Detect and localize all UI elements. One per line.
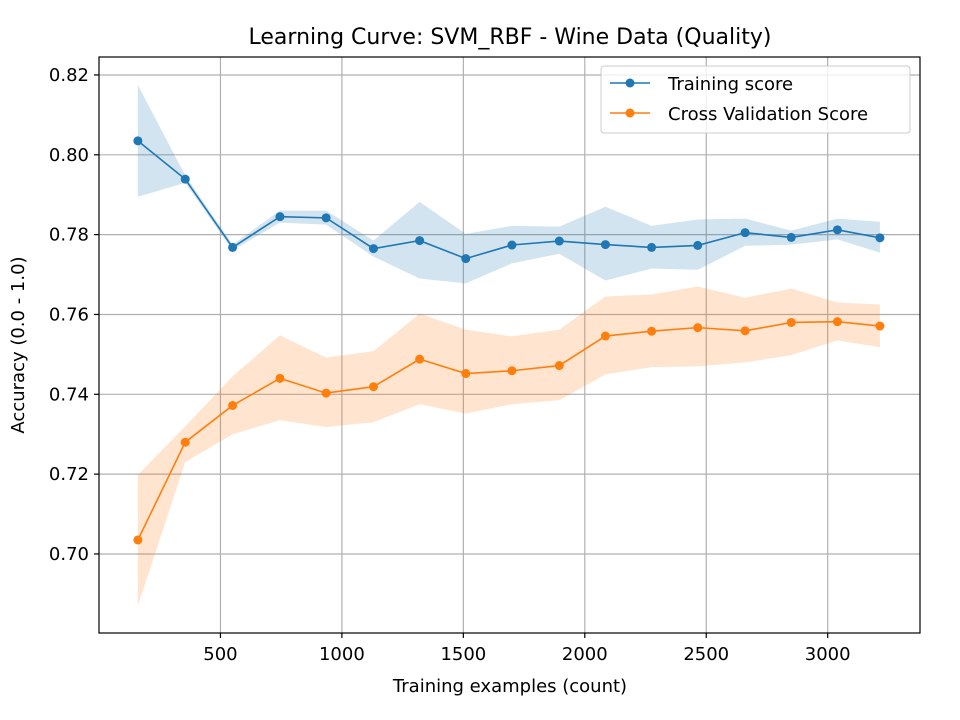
point-cross-validation (554, 361, 564, 371)
band-training (137, 84, 880, 284)
point-cross-validation (275, 373, 285, 383)
point-cross-validation (133, 535, 143, 545)
point-cross-validation (693, 323, 703, 333)
point-training (507, 240, 517, 250)
point-cross-validation (740, 326, 750, 336)
legend-label-training: Training score (667, 74, 793, 95)
x-axis-ticks: 500 1000 1500 2000 2500 3000 (203, 633, 851, 665)
plot-frame (98, 56, 921, 634)
y-tick-label: 0.82 (49, 65, 89, 86)
point-training (368, 244, 378, 254)
point-training (875, 233, 885, 243)
point-cross-validation (832, 317, 842, 327)
x-tick-label: 500 (203, 644, 237, 665)
point-training (321, 213, 331, 223)
point-training (786, 232, 796, 242)
point-cross-validation (600, 331, 610, 341)
band-cross-validation (137, 286, 880, 606)
x-tick-label: 2500 (683, 644, 729, 665)
x-tick-label: 1500 (440, 644, 486, 665)
legend-marker-training (625, 78, 635, 88)
point-cross-validation (180, 437, 190, 447)
point-cross-validation (461, 369, 471, 379)
point-cross-validation (321, 388, 331, 398)
point-training (600, 240, 610, 250)
legend-label-cross-validation: Cross Validation Score (668, 104, 868, 125)
y-tick-label: 0.70 (49, 544, 89, 565)
x-tick-label: 2000 (562, 644, 608, 665)
point-training (415, 236, 425, 246)
y-tick-label: 0.72 (49, 464, 89, 485)
grid (99, 57, 920, 633)
point-training (647, 242, 657, 252)
y-axis-label: Accuracy (0.0 - 1.0) (8, 256, 29, 433)
chart-title: Learning Curve: SVM_RBF - Wine Data (Qua… (249, 25, 772, 50)
point-training (554, 236, 564, 246)
x-tick-label: 1000 (319, 644, 365, 665)
point-cross-validation (228, 400, 238, 410)
point-cross-validation (507, 366, 517, 376)
point-cross-validation (415, 354, 425, 364)
legend-box (600, 65, 911, 134)
confidence-bands (137, 84, 880, 606)
point-training (832, 225, 842, 235)
y-axis-ticks: 0.70 0.72 0.74 0.76 0.78 0.80 0.82 (49, 65, 99, 565)
point-cross-validation (875, 321, 885, 331)
point-cross-validation (647, 326, 657, 336)
point-training (133, 136, 143, 146)
point-training (693, 240, 703, 250)
x-tick-label: 3000 (805, 644, 851, 665)
legend: Training score Cross Validation Score (600, 65, 911, 134)
y-tick-label: 0.74 (49, 384, 89, 405)
point-training (228, 242, 238, 252)
point-training (275, 212, 285, 222)
point-training (180, 174, 190, 184)
point-cross-validation (786, 317, 796, 327)
x-axis-label: Training examples (count) (392, 676, 627, 697)
point-training (740, 228, 750, 238)
legend-marker-cross-validation (625, 108, 635, 118)
series-points (133, 136, 885, 545)
y-tick-label: 0.80 (49, 145, 89, 166)
y-tick-label: 0.78 (49, 225, 89, 246)
point-cross-validation (368, 382, 378, 392)
point-training (461, 254, 471, 264)
y-tick-label: 0.76 (49, 304, 89, 325)
